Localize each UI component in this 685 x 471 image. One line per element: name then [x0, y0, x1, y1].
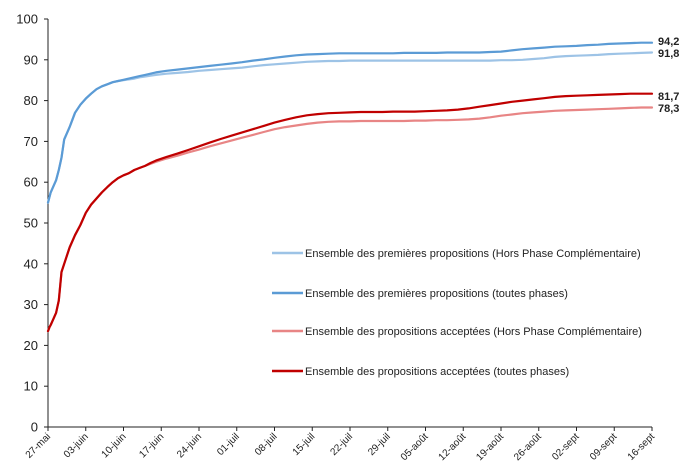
series-line-4 [46, 92, 654, 333]
x-tick-label: 01-juil [215, 431, 242, 458]
end-value-label: 78,3 [658, 103, 679, 115]
x-tick-label: 17-juin [137, 431, 166, 460]
end-value-label: 81,7 [658, 91, 679, 103]
x-tick-label: 24-juin [175, 431, 204, 460]
x-tick-label: 08-juil [253, 431, 280, 458]
y-tick-label: 50 [24, 216, 38, 231]
y-tick-label: 40 [24, 256, 38, 271]
legend: Ensemble des premières propositions (Hor… [272, 248, 642, 378]
legend-entry: Ensemble des propositions acceptées (Hor… [305, 326, 642, 338]
y-tick-label: 0 [31, 420, 38, 435]
y-tick-label: 60 [24, 175, 38, 190]
x-tick-label: 02-sept [550, 431, 582, 463]
y-tick-label: 70 [24, 134, 38, 149]
x-tick-label: 27-mai [24, 431, 53, 460]
x-tick-label: 26-août [512, 431, 544, 463]
legend-entry: Ensemble des premières propositions (Hor… [305, 248, 641, 260]
x-tick-label: 05-août [399, 431, 431, 463]
y-tick-label: 10 [24, 379, 38, 394]
y-tick-label: 20 [24, 338, 38, 353]
x-tick-label: 09-sept [588, 431, 620, 463]
legend-entry: Ensemble des propositions acceptées (tou… [305, 366, 569, 378]
x-tick-label: 29-juil [366, 431, 393, 458]
x-tick-label: 15-juil [291, 431, 318, 458]
y-tick-label: 30 [24, 297, 38, 312]
legend-entry: Ensemble des premières propositions (tou… [305, 288, 568, 300]
x-tick-labels: 27-mai 03-juin 10-juin 17-juin 24-juin 01-jui… [24, 431, 658, 463]
axes [44, 18, 653, 431]
y-tick-label: 90 [24, 52, 38, 67]
end-value-labels: 91,894,2 78,381,7 [658, 36, 679, 115]
series-line-1 [46, 51, 654, 204]
series-lines [46, 41, 654, 333]
y-tick-label: 80 [24, 93, 38, 108]
x-tick-label: 22-juil [328, 431, 355, 458]
x-tick-label: 16-sept [626, 431, 658, 463]
y-tick-labels: 0 10 20 30 40 50 60 70 80 90 100 [16, 12, 38, 435]
y-tick-label: 100 [16, 12, 38, 27]
end-value-label: 91,8 [658, 48, 679, 60]
x-tick-label: 19-août [474, 431, 506, 463]
end-value-label: 94,2 [658, 36, 679, 48]
series-line-2 [46, 41, 654, 204]
x-tick-label: 10-juin [100, 431, 129, 460]
x-tick-label: 03-juin [62, 431, 91, 460]
x-tick-label: 12-août [437, 431, 469, 463]
